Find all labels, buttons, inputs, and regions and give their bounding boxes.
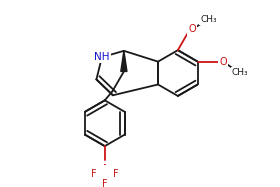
Text: F: F bbox=[90, 169, 96, 179]
Text: O: O bbox=[188, 24, 196, 34]
Text: O: O bbox=[220, 57, 227, 67]
Text: F: F bbox=[113, 169, 119, 179]
Text: NH: NH bbox=[94, 52, 110, 62]
Text: CH₃: CH₃ bbox=[200, 15, 217, 24]
Text: CH₃: CH₃ bbox=[232, 68, 248, 77]
Text: F: F bbox=[102, 180, 108, 187]
Polygon shape bbox=[121, 51, 127, 71]
